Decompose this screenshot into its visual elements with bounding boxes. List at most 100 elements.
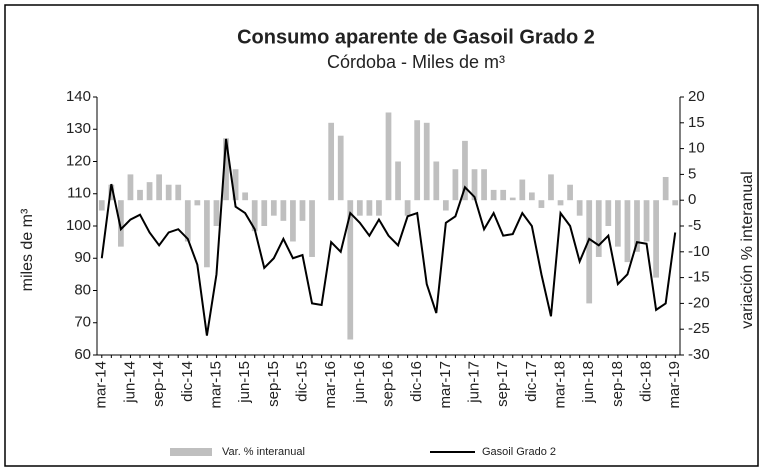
y2-tick-label: 5 xyxy=(688,165,696,182)
x-tick-label: mar-19 xyxy=(666,361,683,409)
y2-tick-label: 20 xyxy=(688,88,705,105)
bar xyxy=(605,200,612,226)
bar xyxy=(414,120,421,201)
legend-label: Gasoil Grado 2 xyxy=(482,446,556,458)
x-tick-label: dic-16 xyxy=(408,361,425,402)
frame xyxy=(4,4,759,467)
y-tick-label: 120 xyxy=(66,152,91,169)
bar xyxy=(127,174,134,201)
x-tick-label: dic-15 xyxy=(293,361,310,402)
bar xyxy=(557,200,564,206)
bar xyxy=(433,161,440,201)
bar xyxy=(223,138,229,201)
bar xyxy=(356,200,363,216)
y-axis-label: miles de m³ xyxy=(19,208,36,291)
legend-swatch xyxy=(170,448,212,456)
bar xyxy=(299,200,306,221)
x-tick-label: jun-15 xyxy=(236,361,253,404)
y2-tick-label: -25 xyxy=(688,320,710,337)
bar xyxy=(653,200,659,278)
bar xyxy=(328,122,335,201)
bar xyxy=(538,200,545,208)
x-tick-label: sep-14 xyxy=(150,361,167,407)
bar xyxy=(423,122,430,201)
bar xyxy=(500,189,507,201)
bar xyxy=(337,135,344,201)
x-tick-label: sep-15 xyxy=(265,361,282,407)
bar xyxy=(519,179,526,201)
x-tick-label: dic-14 xyxy=(179,361,196,402)
y-tick-label: 70 xyxy=(74,314,91,331)
y2-tick-label: -20 xyxy=(688,294,710,311)
bar xyxy=(509,197,516,201)
bar xyxy=(595,200,602,257)
y2-tick-label: -10 xyxy=(688,243,710,260)
bar xyxy=(261,200,268,226)
y2-tick-label: -15 xyxy=(688,269,710,286)
y2-axis-label: variación % interanual xyxy=(739,171,756,328)
y-tick-label: 60 xyxy=(74,346,91,363)
bar xyxy=(137,189,143,201)
bar xyxy=(481,169,487,201)
bar xyxy=(643,200,650,242)
x-tick-label: dic-17 xyxy=(523,361,540,402)
bar xyxy=(548,174,554,201)
bar xyxy=(347,200,354,340)
bar xyxy=(270,200,277,216)
bar xyxy=(366,200,373,216)
bar xyxy=(452,169,459,201)
bar xyxy=(567,184,573,201)
y2-tick-label: 15 xyxy=(688,114,705,131)
bar xyxy=(662,176,669,201)
bar xyxy=(204,200,210,268)
x-tick-label: mar-16 xyxy=(322,361,339,409)
y2-tick-label: -5 xyxy=(688,217,701,234)
bar xyxy=(165,184,172,201)
chart-subtitle: Córdoba - Miles de m³ xyxy=(327,52,505,72)
y-tick-label: 100 xyxy=(66,217,91,234)
x-tick-label: mar-14 xyxy=(93,361,110,409)
x-tick-label: sep-18 xyxy=(609,361,626,407)
bar xyxy=(634,200,640,252)
bar xyxy=(442,200,449,211)
bar xyxy=(280,200,287,221)
legend-label: Var. % interanual xyxy=(222,446,305,458)
x-tick-label: jun-14 xyxy=(121,361,138,404)
x-tick-label: dic-18 xyxy=(638,361,655,402)
bar xyxy=(576,200,583,216)
bar xyxy=(156,174,162,201)
bar xyxy=(184,200,191,242)
bar xyxy=(108,184,115,201)
bar xyxy=(404,200,411,216)
bar xyxy=(118,200,124,247)
line xyxy=(100,138,677,336)
bar xyxy=(98,200,105,211)
bar xyxy=(528,192,535,201)
bar xyxy=(251,200,258,232)
y2-tick-label: 0 xyxy=(688,191,696,208)
bar xyxy=(471,169,478,201)
bar xyxy=(615,200,621,247)
x-tick-label: sep-17 xyxy=(494,361,511,407)
bar xyxy=(462,140,468,201)
bar xyxy=(309,200,315,257)
y-tick-label: 90 xyxy=(74,249,91,266)
bar xyxy=(586,200,593,304)
bar xyxy=(232,169,239,201)
bar xyxy=(395,161,401,201)
bar xyxy=(175,184,182,201)
x-tick-label: mar-17 xyxy=(437,361,454,409)
bar xyxy=(385,112,392,201)
x-tick-label: jun-17 xyxy=(465,361,482,404)
x-tick-label: jun-18 xyxy=(580,361,597,404)
bar xyxy=(376,200,382,216)
bar xyxy=(624,200,631,263)
x-tick-label: sep-16 xyxy=(379,361,396,407)
y-tick-label: 140 xyxy=(66,88,91,105)
bar xyxy=(290,200,296,242)
bar xyxy=(213,200,220,226)
bar xyxy=(194,200,201,206)
y-tick-label: 130 xyxy=(66,120,91,137)
chart-title: Consumo aparente de Gasoil Grado 2 xyxy=(237,26,595,48)
